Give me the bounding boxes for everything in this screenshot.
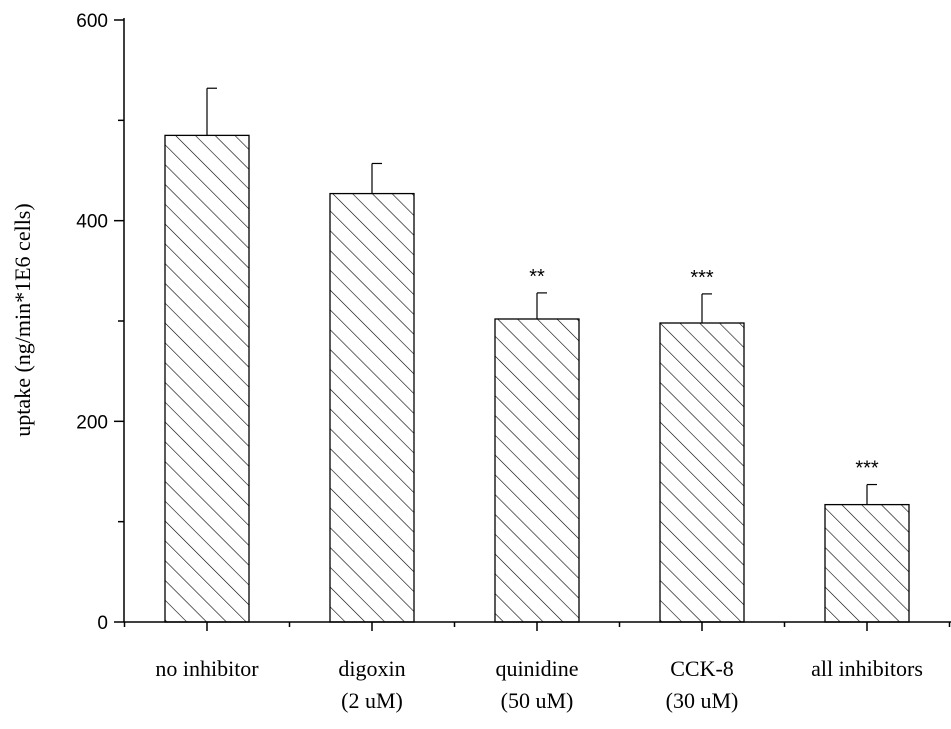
bar bbox=[329, 192, 415, 623]
bars bbox=[164, 134, 910, 623]
bar bbox=[824, 503, 910, 623]
labels: 0 200 400 600 no inhibitor digoxin (2 uM) quini… bbox=[76, 11, 923, 713]
x-tick-label: (30 uM) bbox=[666, 688, 739, 713]
y-axis-title: uptake (ng/min*1E6 cells) bbox=[10, 203, 35, 436]
bar bbox=[164, 134, 250, 623]
bar bbox=[494, 318, 580, 623]
ticks bbox=[114, 19, 951, 631]
significance-label: ** bbox=[529, 266, 545, 288]
significance-label: *** bbox=[690, 267, 714, 289]
y-tick-label: 200 bbox=[76, 412, 108, 433]
y-tick-label: 0 bbox=[97, 613, 108, 634]
x-tick-label: all inhibitors bbox=[811, 656, 923, 681]
bar bbox=[659, 322, 745, 623]
x-tick-label: no inhibitor bbox=[155, 656, 259, 681]
x-tick-label: (2 uM) bbox=[341, 688, 403, 713]
x-tick-label: digoxin bbox=[338, 656, 405, 681]
y-tick-label: 600 bbox=[76, 11, 108, 32]
x-tick-label: (50 uM) bbox=[501, 688, 574, 713]
significance-label: *** bbox=[855, 458, 879, 480]
x-tick-label: CCK-8 bbox=[670, 656, 734, 681]
x-tick-label: quinidine bbox=[495, 656, 578, 681]
error-bars bbox=[206, 87, 877, 505]
y-tick-label: 400 bbox=[76, 212, 108, 233]
